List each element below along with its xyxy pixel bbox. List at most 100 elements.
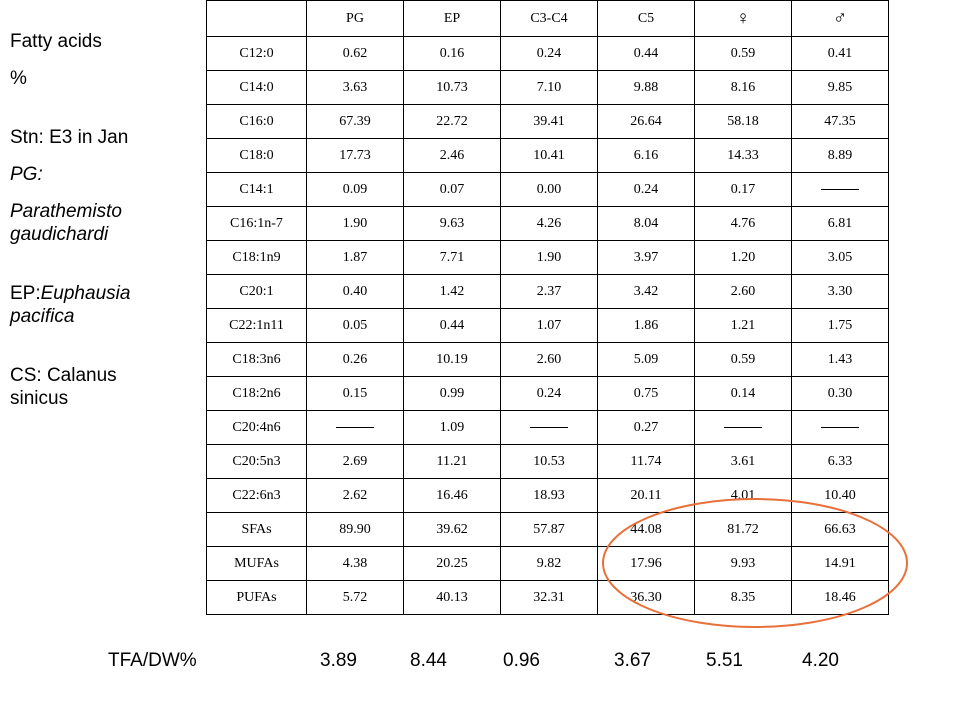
value-cell: 2.69 [306,444,404,479]
value-cell: 0.41 [791,36,889,71]
value-cell: 5.09 [597,342,695,377]
value-cell: 26.64 [597,104,695,139]
table-row: C18:0 17.73 2.46 10.41 6.16 14.33 8.89 [206,138,889,173]
value-cell: 0.59 [694,342,792,377]
value-cell: 10.73 [403,70,501,105]
value-cell: 1.43 [791,342,889,377]
ep-name-1: Euphausia [40,283,131,304]
value-cell: 0.09 [306,172,404,207]
value-cell: 39.41 [500,104,598,139]
value-cell: 81.72 [694,512,792,547]
header-c5: C5 [597,0,695,37]
dash-mark [724,426,762,428]
value-cell: 0.99 [403,376,501,411]
table-row: SFAs 89.90 39.62 57.87 44.08 81.72 66.63 [206,512,889,547]
pg-name-line-2: gaudichardi [10,224,109,245]
value-cell: 40.13 [403,580,501,615]
row-label: C20:5n3 [206,444,307,479]
station-label: Stn: E3 in Jan [10,127,129,148]
pg-key: PG: [10,164,43,185]
value-cell: 2.37 [500,274,598,309]
value-cell: 18.46 [791,580,889,615]
dash-cell [791,410,889,445]
row-label: C14:1 [206,172,307,207]
value-cell: 14.91 [791,546,889,581]
table-row: C20:4n6 1.09 0.27 [206,410,889,445]
row-label: C16:1n-7 [206,206,307,241]
value-cell: 10.53 [500,444,598,479]
row-label: C18:2n6 [206,376,307,411]
value-cell: 47.35 [791,104,889,139]
value-cell: 1.21 [694,308,792,343]
value-cell: 8.89 [791,138,889,173]
value-cell: 1.75 [791,308,889,343]
dash-mark [530,426,568,428]
unit-label: % [10,68,27,89]
table-row: C18:3n6 0.26 10.19 2.60 5.09 0.59 1.43 [206,342,889,377]
row-label: C22:6n3 [206,478,307,513]
value-cell: 0.07 [403,172,501,207]
value-cell: 16.46 [403,478,501,513]
value-cell: 22.72 [403,104,501,139]
value-cell: 11.74 [597,444,695,479]
tfa-value-pg: 3.89 [320,650,357,671]
value-cell: 3.61 [694,444,792,479]
tfa-dw-row: TFA/DW% 3.89 8.44 0.96 3.67 5.51 4.20 [0,650,960,680]
dash-mark [821,188,859,190]
row-label: C20:4n6 [206,410,307,445]
table-row: C16:0 67.39 22.72 39.41 26.64 58.18 47.35 [206,104,889,139]
value-cell: 17.96 [597,546,695,581]
cs-line-2: sinicus [10,388,69,409]
table-row: C20:5n3 2.69 11.21 10.53 11.74 3.61 6.33 [206,444,889,479]
value-cell: 9.63 [403,206,501,241]
tfa-value-male: 4.20 [802,650,839,671]
row-label: SFAs [206,512,307,547]
table-row: PUFAs 5.72 40.13 32.31 36.30 8.35 18.46 [206,580,889,615]
value-cell: 0.17 [694,172,792,207]
header-ep: EP [403,0,501,37]
table-row: C18:2n6 0.15 0.99 0.24 0.75 0.14 0.30 [206,376,889,411]
value-cell: 1.90 [500,240,598,275]
value-cell: 2.62 [306,478,404,513]
value-cell: 1.90 [306,206,404,241]
value-cell: 1.86 [597,308,695,343]
table-row: C14:1 0.09 0.07 0.00 0.24 0.17 [206,172,889,207]
dash-mark [821,426,859,428]
value-cell: 58.18 [694,104,792,139]
value-cell: 0.16 [403,36,501,71]
table-row: C18:1n9 1.87 7.71 1.90 3.97 1.20 3.05 [206,240,889,275]
value-cell: 7.10 [500,70,598,105]
tfa-value-female: 5.51 [706,650,743,671]
table-row: C22:1n11 0.05 0.44 1.07 1.86 1.21 1.75 [206,308,889,343]
dash-mark [336,426,374,428]
value-cell: 32.31 [500,580,598,615]
value-cell: 9.82 [500,546,598,581]
header-pg: PG [306,0,404,37]
sidebar-notes: Fatty acids % Stn: E3 in Jan PG: Parathe… [10,30,200,410]
value-cell: 4.01 [694,478,792,513]
row-label: MUFAs [206,546,307,581]
value-cell: 6.16 [597,138,695,173]
table-header-row: PG EP C3-C4 C5 ♀ ♂ [206,0,889,37]
tfa-value-ep: 8.44 [410,650,447,671]
value-cell: 0.44 [597,36,695,71]
value-cell: 10.19 [403,342,501,377]
row-label: C20:1 [206,274,307,309]
value-cell: 0.75 [597,376,695,411]
value-cell: 1.87 [306,240,404,275]
value-cell: 3.30 [791,274,889,309]
value-cell: 9.85 [791,70,889,105]
value-cell: 5.72 [306,580,404,615]
value-cell: 10.40 [791,478,889,513]
value-cell: 0.24 [500,376,598,411]
table-row: C14:0 3.63 10.73 7.10 9.88 8.16 9.85 [206,70,889,105]
value-cell: 0.27 [597,410,695,445]
value-cell: 0.59 [694,36,792,71]
row-label: C16:0 [206,104,307,139]
value-cell: 0.30 [791,376,889,411]
value-cell: 36.30 [597,580,695,615]
table-body: C12:0 0.62 0.16 0.24 0.44 0.59 0.41 C14:0 3.63 10… [206,36,889,615]
value-cell: 67.39 [306,104,404,139]
value-cell: 8.04 [597,206,695,241]
dash-cell [306,410,404,445]
